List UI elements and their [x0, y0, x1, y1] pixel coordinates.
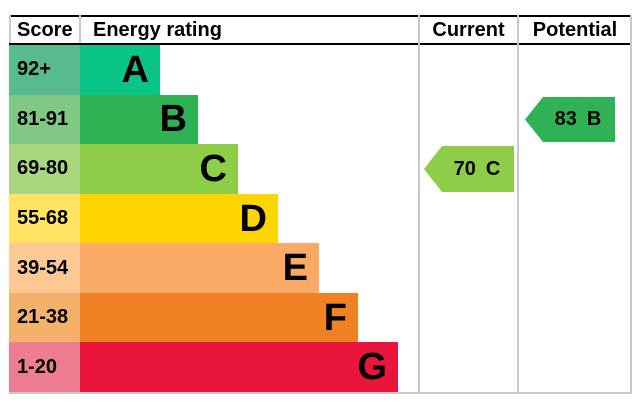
potential-column-header: Potential — [532, 18, 618, 41]
band-row-b: 81-91 B — [9, 94, 635, 145]
score-range-b: 81-91 — [9, 94, 80, 145]
band-row-f: 21-38 F — [9, 292, 635, 343]
band-rows: 92+ A 81-91 B 69-80 C 55-68 D 39-54 — [9, 45, 635, 393]
band-letter-c: C — [199, 147, 227, 190]
divider-rating-current — [418, 15, 420, 394]
band-bar-b: B — [80, 94, 198, 145]
band-row-d: 55-68 D — [9, 193, 635, 244]
band-bar-g: G — [80, 342, 398, 393]
band-letter-g: G — [357, 346, 387, 389]
energy-rating-column-header: Energy rating — [93, 18, 222, 41]
score-range-e: 39-54 — [9, 243, 80, 293]
current-rating-value: 70 — [453, 157, 476, 180]
score-column-header: Score — [17, 18, 73, 41]
band-bar-a: A — [80, 45, 160, 95]
current-column-header: Current — [432, 18, 505, 41]
band-letter-b: B — [159, 98, 187, 141]
band-bar-e: E — [80, 243, 319, 293]
band-row-e: 39-54 E — [9, 243, 635, 293]
divider-score-rating — [79, 15, 81, 43]
band-bar-c: C — [80, 144, 238, 194]
potential-rating-arrow: 83 B — [525, 97, 615, 142]
score-range-a: 92+ — [9, 45, 80, 95]
band-letter-d: D — [239, 197, 267, 240]
band-row-g: 1-20 G — [9, 342, 635, 393]
band-letter-a: A — [121, 48, 149, 91]
score-range-g: 1-20 — [9, 342, 80, 393]
current-rating-arrow: 70 C — [424, 146, 514, 192]
score-range-c: 69-80 — [9, 144, 80, 194]
divider-current-potential — [517, 15, 519, 394]
band-row-a: 92+ A — [9, 45, 635, 95]
divider-right-edge — [630, 15, 632, 394]
potential-rating-letter: B — [586, 108, 602, 130]
band-row-c: 69-80 C — [9, 144, 635, 194]
table-bottom-border — [9, 392, 632, 394]
band-letter-e: E — [282, 247, 308, 290]
band-bar-f: F — [80, 292, 358, 343]
band-bar-d: D — [80, 193, 278, 244]
divider-left-edge — [9, 15, 11, 43]
score-range-d: 55-68 — [9, 193, 80, 244]
band-letter-f: F — [323, 296, 347, 339]
score-range-f: 21-38 — [9, 292, 80, 343]
header-top-border — [9, 15, 632, 17]
current-rating-letter: C — [485, 157, 501, 180]
potential-rating-value: 83 — [554, 108, 577, 130]
header-bottom-border — [9, 43, 632, 45]
